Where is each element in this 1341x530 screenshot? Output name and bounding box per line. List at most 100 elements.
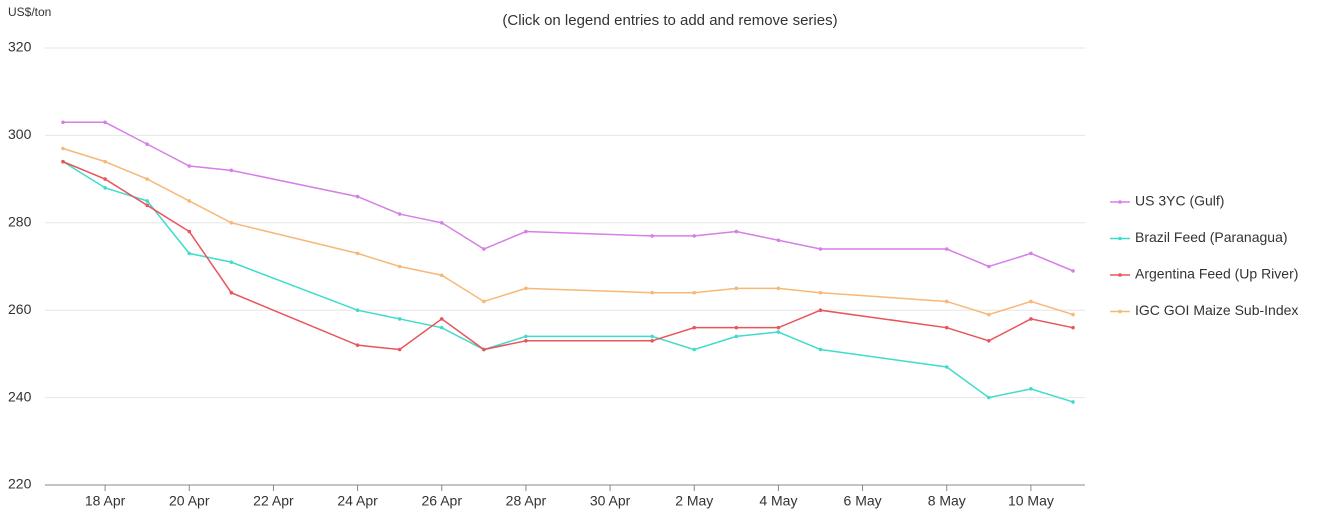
data-point bbox=[482, 299, 486, 304]
data-point bbox=[818, 347, 823, 352]
data-point bbox=[524, 334, 528, 339]
data-point bbox=[944, 325, 949, 330]
data-point bbox=[1071, 312, 1075, 317]
data-point bbox=[229, 221, 234, 225]
data-point bbox=[734, 286, 739, 291]
legend-marker bbox=[1118, 236, 1122, 241]
series-line bbox=[62, 147, 1074, 316]
data-point bbox=[187, 199, 192, 203]
x-tick-label: 30 Apr bbox=[590, 493, 631, 509]
data-point bbox=[650, 290, 654, 295]
y-tick-label: 320 bbox=[8, 39, 32, 55]
data-point bbox=[776, 286, 781, 291]
data-point bbox=[145, 203, 149, 208]
legend-label: Brazil Feed (Paranagua) bbox=[1135, 229, 1288, 245]
data-point bbox=[229, 168, 234, 173]
data-point bbox=[1029, 317, 1033, 321]
legend-marker bbox=[1118, 200, 1122, 204]
y-tick-label: 220 bbox=[8, 476, 32, 492]
data-point bbox=[944, 247, 949, 251]
data-point bbox=[229, 290, 234, 295]
data-point bbox=[1029, 387, 1033, 391]
data-point bbox=[187, 164, 192, 168]
x-tick-label: 26 Apr bbox=[422, 493, 463, 509]
data-point bbox=[776, 238, 781, 243]
data-point bbox=[987, 338, 991, 343]
legend-label: US 3YC (Gulf) bbox=[1135, 193, 1224, 209]
grid: 220 240 260 280 300 320 18 Apr 20 Apr 22 Apr 24 A… bbox=[8, 39, 1085, 509]
legend-marker bbox=[1118, 309, 1122, 314]
data-point bbox=[103, 177, 107, 181]
data-point bbox=[1071, 400, 1075, 404]
x-tick-label: 10 May bbox=[1008, 493, 1054, 509]
data-point bbox=[103, 159, 107, 164]
x-tick-label: 22 Apr bbox=[253, 493, 294, 509]
data-point bbox=[145, 199, 149, 203]
data-point bbox=[482, 247, 486, 251]
legend: US 3YC (Gulf) Brazil Feed (Paranagua) Arge… bbox=[1110, 193, 1298, 318]
data-point bbox=[734, 334, 739, 339]
series-line bbox=[62, 160, 1074, 403]
x-tick-label: 8 May bbox=[928, 493, 966, 509]
chart-subtitle: (Click on legend entries to add and remo… bbox=[502, 12, 837, 29]
y-tick-label: 260 bbox=[8, 301, 32, 317]
x-tick-label: 24 Apr bbox=[337, 493, 378, 509]
data-point bbox=[397, 264, 402, 269]
data-point bbox=[103, 186, 107, 190]
data-point bbox=[818, 247, 823, 251]
data-point bbox=[692, 290, 697, 295]
data-point bbox=[776, 325, 781, 330]
data-point bbox=[776, 330, 781, 334]
data-point bbox=[355, 308, 360, 313]
legend-item[interactable]: IGC GOI Maize Sub-Index bbox=[1110, 302, 1298, 318]
x-tick-label: 18 Apr bbox=[85, 493, 126, 509]
data-point bbox=[1029, 299, 1033, 304]
data-point bbox=[692, 347, 697, 352]
data-point bbox=[439, 221, 444, 225]
data-point bbox=[1071, 269, 1075, 273]
series-line bbox=[62, 160, 1074, 351]
data-point bbox=[944, 299, 949, 304]
data-point bbox=[987, 264, 991, 269]
data-point bbox=[692, 234, 697, 238]
data-point bbox=[397, 347, 402, 352]
data-point bbox=[818, 308, 823, 313]
data-point bbox=[145, 142, 149, 146]
data-point bbox=[650, 234, 654, 238]
legend-item[interactable]: Brazil Feed (Paranagua) bbox=[1110, 229, 1288, 245]
data-point bbox=[1071, 325, 1075, 330]
y-tick-label: 300 bbox=[8, 126, 32, 142]
data-point bbox=[987, 395, 991, 400]
y-tick-label: 280 bbox=[8, 214, 32, 230]
data-point bbox=[355, 194, 360, 199]
data-point bbox=[482, 347, 486, 352]
data-point bbox=[355, 251, 360, 256]
data-point bbox=[650, 334, 654, 339]
data-point bbox=[734, 229, 739, 234]
legend-item[interactable]: Argentina Feed (Up River) bbox=[1110, 266, 1298, 282]
data-point bbox=[229, 260, 234, 264]
legend-label: Argentina Feed (Up River) bbox=[1135, 266, 1298, 282]
data-point bbox=[734, 325, 739, 330]
legend-item[interactable]: US 3YC (Gulf) bbox=[1110, 193, 1224, 209]
data-point bbox=[1029, 251, 1033, 256]
data-point bbox=[61, 159, 65, 164]
plot-area bbox=[61, 120, 1075, 404]
x-tick-label: 4 May bbox=[759, 493, 797, 509]
y-axis-label: US$/ton bbox=[8, 5, 51, 19]
data-point bbox=[439, 325, 444, 330]
data-point bbox=[61, 120, 65, 125]
data-point bbox=[650, 338, 654, 343]
series-line bbox=[63, 121, 1074, 272]
data-point bbox=[397, 317, 402, 321]
data-point bbox=[692, 325, 697, 330]
data-point bbox=[145, 177, 149, 181]
data-point bbox=[187, 251, 192, 256]
data-point bbox=[355, 343, 360, 347]
y-tick-label: 240 bbox=[8, 388, 32, 404]
data-point bbox=[103, 120, 107, 125]
x-tick-label: 2 May bbox=[675, 493, 713, 509]
data-point bbox=[524, 229, 528, 234]
